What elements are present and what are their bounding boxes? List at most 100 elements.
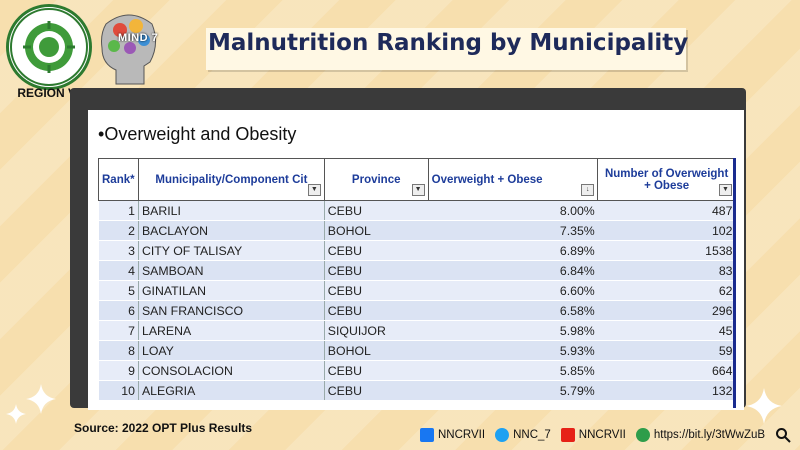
social-bar: NNCRVII NNC_7 NNCRVII https://bit.ly/3tW… (420, 425, 791, 445)
filter-dropdown-icon[interactable]: ▼ (411, 184, 425, 196)
cell-province: BOHOL (323, 340, 429, 361)
facebook-handle[interactable]: NNCRVII (438, 429, 486, 441)
cell-municipality: ALEGRIA (138, 380, 325, 401)
header-rank-label: Rank* (102, 173, 135, 186)
table-row: 7 LARENA SIQUIJOR 5.98% 45 (98, 320, 736, 341)
table-row: 8 LOAY BOHOL 5.93% 59 (98, 340, 736, 361)
table-row: 6 SAN FRANCISCO CEBU 6.58% 296 (98, 300, 736, 321)
title-banner (206, 28, 686, 70)
cell-percent: 5.98% (428, 320, 598, 341)
cell-municipality: GINATILAN (138, 280, 325, 301)
cell-municipality: BACLAYON (138, 220, 325, 241)
cell-province: BOHOL (323, 220, 429, 241)
header-province-label: Province (351, 173, 401, 186)
cell-count: 664 (597, 360, 736, 381)
cell-municipality: BARILI (138, 200, 325, 221)
cell-province: CEBU (323, 200, 429, 221)
table-row: 4 SAMBOAN CEBU 6.84% 83 (98, 260, 736, 281)
cell-count: 45 (597, 320, 736, 341)
header-count-label: Number of Overweight + Obese (604, 167, 729, 192)
cell-province: SIQUIJOR (323, 320, 429, 341)
sparkle-icon (746, 388, 782, 424)
cell-rank: 6 (98, 300, 139, 321)
facebook-icon[interactable] (420, 428, 434, 442)
source-note: Source: 2022 OPT Plus Results (74, 421, 253, 435)
sparkle-icon (6, 404, 26, 424)
table-row: 10 ALEGRIA CEBU 5.79% 132 (98, 380, 736, 401)
nnc-seal-icon (10, 8, 88, 86)
cell-count: 59 (597, 340, 736, 361)
cell-percent: 6.60% (428, 280, 598, 301)
table-header-row: Rank* Municipality/Component Cit ▼ Provi… (98, 158, 736, 201)
cell-rank: 2 (98, 220, 139, 241)
mind7-label: MIND 7 (118, 32, 159, 44)
ranking-table: Rank* Municipality/Component Cit ▼ Provi… (98, 158, 736, 401)
header-province: Province ▼ (323, 158, 429, 201)
head-brain-icon (101, 14, 156, 85)
cell-rank: 10 (98, 380, 139, 401)
cell-percent: 6.89% (428, 240, 598, 261)
header-municipality: Municipality/Component Cit ▼ (137, 158, 325, 201)
cell-municipality: CONSOLACION (138, 360, 325, 381)
cell-rank: 9 (98, 360, 139, 381)
header-percent-label: Overweight + Obese (431, 173, 543, 186)
cell-province: CEBU (323, 240, 429, 261)
cell-count: 102 (597, 220, 736, 241)
cell-percent: 5.79% (428, 380, 598, 401)
cell-rank: 4 (98, 260, 139, 281)
cell-percent: 5.85% (428, 360, 598, 381)
search-icon[interactable] (775, 427, 791, 443)
table-row: 3 CITY OF TALISAY CEBU 6.89% 1538 (98, 240, 736, 261)
cell-rank: 7 (98, 320, 139, 341)
header-percent: Overweight + Obese ↓ (427, 158, 599, 201)
table-row: 1 BARILI CEBU 8.00% 487 (98, 200, 736, 221)
table-row: 5 GINATILAN CEBU 6.60% 62 (98, 280, 736, 301)
cell-count: 62 (597, 280, 736, 301)
header-rank: Rank* (98, 158, 139, 201)
website-link[interactable]: https://bit.ly/3tWwZuB (653, 429, 766, 441)
header-count: Number of Overweight + Obese ▼ (597, 158, 736, 201)
cell-rank: 8 (98, 340, 139, 361)
cell-percent: 7.35% (428, 220, 598, 241)
cell-count: 296 (597, 300, 736, 321)
cell-count: 487 (597, 200, 736, 221)
ranking-table-wrap: Rank* Municipality/Component Cit ▼ Provi… (98, 158, 740, 401)
table-row: 9 CONSOLACION CEBU 5.85% 664 (98, 360, 736, 381)
youtube-handle[interactable]: NNCRVII (578, 429, 626, 441)
cell-municipality: LOAY (138, 340, 325, 361)
region-label: REGION VII (17, 86, 83, 100)
table-selection-edge (733, 158, 736, 408)
cell-municipality: SAMBOAN (138, 260, 325, 281)
bullet-text: Overweight and Obesity (104, 124, 297, 144)
cell-province: CEBU (323, 380, 429, 401)
mind7-logo (94, 4, 164, 90)
cell-rank: 3 (98, 240, 139, 261)
cell-count: 132 (597, 380, 736, 401)
cell-province: CEBU (323, 260, 429, 281)
filter-dropdown-icon[interactable]: ▼ (719, 184, 732, 196)
sparkle-icon (26, 384, 56, 414)
cell-percent: 8.00% (428, 200, 598, 221)
cell-percent: 6.84% (428, 260, 598, 281)
cell-municipality: LARENA (138, 320, 325, 341)
nnc-logo (6, 4, 92, 90)
filter-dropdown-icon[interactable]: ▼ (307, 184, 321, 196)
cell-count: 83 (597, 260, 736, 281)
cell-province: CEBU (323, 280, 429, 301)
cell-rank: 5 (98, 280, 139, 301)
cell-province: CEBU (323, 360, 429, 381)
twitter-handle[interactable]: NNC_7 (513, 429, 551, 441)
header-municipality-label: Municipality/Component Cit (155, 173, 308, 186)
cell-rank: 1 (98, 200, 139, 221)
twitter-icon[interactable] (495, 428, 510, 442)
globe-icon[interactable] (635, 428, 650, 442)
table-row: 2 BACLAYON BOHOL 7.35% 102 (98, 220, 736, 241)
cell-province: CEBU (323, 300, 429, 321)
cell-municipality: CITY OF TALISAY (138, 240, 325, 261)
cell-percent: 5.93% (428, 340, 598, 361)
youtube-icon[interactable] (560, 428, 575, 442)
sort-filter-icon[interactable]: ↓ (581, 184, 595, 196)
page-title: Malnutrition Ranking by Municipality (208, 30, 689, 56)
cell-percent: 6.58% (428, 300, 598, 321)
cell-municipality: SAN FRANCISCO (138, 300, 325, 321)
